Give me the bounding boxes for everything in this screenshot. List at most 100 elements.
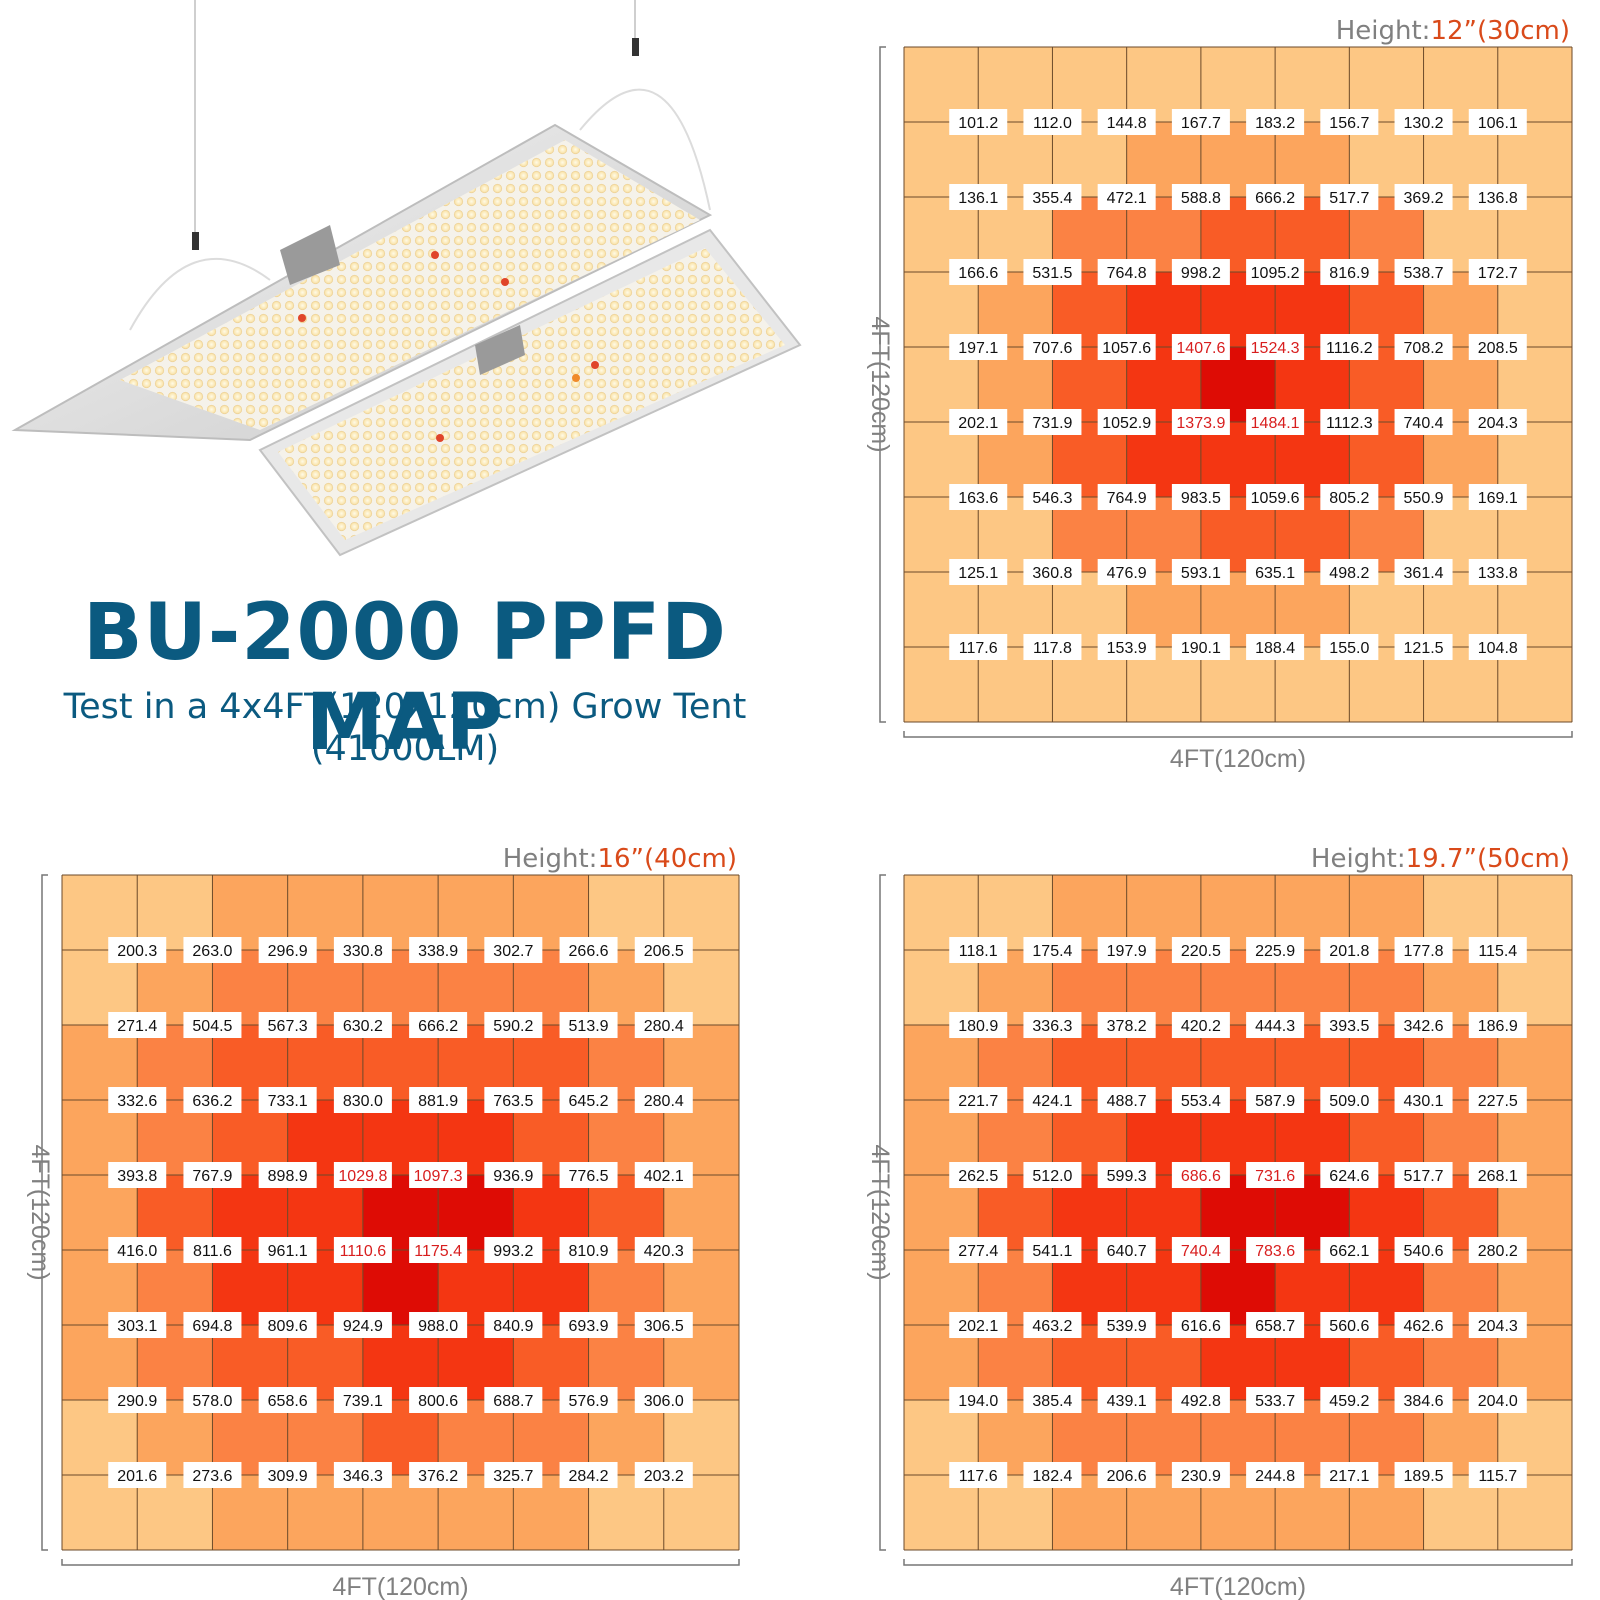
value-label-bg: [559, 1087, 618, 1113]
value-label-bg: [1468, 1087, 1527, 1113]
ppfd-value: 693.9: [569, 1318, 609, 1335]
ppfd-value: 172.7: [1478, 265, 1518, 282]
ppfd-value: 117.6: [959, 1468, 998, 1485]
value-label-bg: [484, 1237, 543, 1263]
value-label-bg: [1394, 1237, 1453, 1263]
ppfd-value: 492.8: [1181, 1393, 1221, 1410]
subtitle-line-2: (41000LM): [310, 729, 500, 769]
ppfd-value: 430.1: [1404, 1093, 1444, 1110]
value-label-bg: [333, 937, 392, 963]
value-label-bg: [1097, 1087, 1156, 1113]
ppfd-value: 658.6: [268, 1393, 308, 1410]
value-label-bg: [1320, 409, 1379, 435]
ppfd-value: 342.6: [1404, 1018, 1444, 1035]
ppfd-value: 273.6: [192, 1468, 232, 1485]
ppfd-value: 740.4: [1404, 415, 1444, 432]
value-label-bg: [1023, 937, 1082, 963]
value-label-bg: [108, 1462, 167, 1488]
value-label-bg: [484, 937, 543, 963]
value-label-bg: [634, 1312, 693, 1338]
value-label-bg: [409, 1462, 468, 1488]
value-label-bg: [1171, 1387, 1230, 1413]
ppfd-value: 504.5: [192, 1018, 232, 1035]
ppfd-value: 1112.3: [1326, 415, 1373, 432]
ppfd-value: 662.1: [1329, 1243, 1369, 1260]
ppfd-value: 694.8: [192, 1318, 232, 1335]
ppfd-value: 707.6: [1032, 340, 1072, 357]
ppfd-value: 630.2: [343, 1018, 383, 1035]
value-label-bg: [1246, 1237, 1305, 1263]
ppfd-value: 539.9: [1107, 1318, 1147, 1335]
ppfd-value: 156.7: [1329, 115, 1369, 132]
ppfd-value: 112.0: [1033, 115, 1072, 132]
y-axis-label: 4FT(120cm): [26, 1144, 54, 1280]
value-label-bg: [258, 1387, 317, 1413]
ppfd-value: 767.9: [192, 1168, 232, 1185]
value-label-bg: [1394, 1462, 1453, 1488]
value-label-bg: [1468, 1012, 1527, 1038]
ppfd-value: 217.1: [1329, 1468, 1369, 1485]
ppfd-value: 809.6: [268, 1318, 308, 1335]
value-label-bg: [1394, 1162, 1453, 1188]
value-label-bg: [1394, 184, 1453, 210]
value-label-bg: [1394, 1312, 1453, 1338]
value-label-bg: [1171, 259, 1230, 285]
value-label-bg: [634, 1237, 693, 1263]
value-label-bg: [1320, 109, 1379, 135]
ppfd-value: 645.2: [569, 1093, 609, 1110]
ppfd-value: 101.2: [958, 115, 998, 132]
ppfd-value: 811.6: [193, 1243, 232, 1260]
height-prefix: Height:: [1311, 844, 1406, 874]
ppfd-value: 599.3: [1107, 1168, 1147, 1185]
ppfd-value: 177.8: [1404, 943, 1444, 960]
value-label-bg: [559, 1312, 618, 1338]
ppfd-value: 201.8: [1329, 943, 1369, 960]
value-label-bg: [949, 937, 1008, 963]
ppfd-value: 197.1: [958, 340, 998, 357]
ppfd-value: 268.1: [1478, 1168, 1518, 1185]
ppfd-value: 553.4: [1181, 1093, 1221, 1110]
value-label-bg: [1246, 109, 1305, 135]
ppfd-value: 384.6: [1404, 1393, 1444, 1410]
value-label-bg: [183, 1162, 242, 1188]
value-label-bg: [1023, 1387, 1082, 1413]
ppfd-value: 936.9: [493, 1168, 533, 1185]
ppfd-value: 180.9: [958, 1018, 998, 1035]
value-label-bg: [1023, 1237, 1082, 1263]
value-label-bg: [1246, 484, 1305, 510]
value-label-bg: [1320, 1162, 1379, 1188]
value-label-bg: [559, 1237, 618, 1263]
ppfd-value: 424.1: [1032, 1093, 1072, 1110]
value-label-bg: [409, 1387, 468, 1413]
value-label-bg: [1097, 937, 1156, 963]
value-label-bg: [1320, 1237, 1379, 1263]
value-label-bg: [1171, 1462, 1230, 1488]
value-label-bg: [1023, 1087, 1082, 1113]
ppfd-value: 740.4: [1181, 1243, 1221, 1260]
ppfd-value: 104.8: [1478, 640, 1518, 657]
ppfd-value: 686.6: [1181, 1168, 1221, 1185]
x-axis-label: 4FT(120cm): [332, 1573, 468, 1600]
value-label-bg: [1468, 109, 1527, 135]
value-label-bg: [1097, 334, 1156, 360]
value-label-bg: [1246, 1087, 1305, 1113]
value-label-bg: [1023, 634, 1082, 660]
ppfd-value: 463.2: [1032, 1318, 1072, 1335]
ppfd-value: 517.7: [1404, 1168, 1444, 1185]
value-label-bg: [949, 1312, 1008, 1338]
ppfd-value: 731.6: [1255, 1168, 1295, 1185]
value-label-bg: [484, 1312, 543, 1338]
x-axis-label: 4FT(120cm): [1170, 1573, 1306, 1600]
value-label-bg: [1246, 259, 1305, 285]
ppfd-value: 998.2: [1181, 265, 1221, 282]
ppfd-value: 244.8: [1255, 1468, 1295, 1485]
ppfd-value: 616.6: [1181, 1318, 1221, 1335]
value-label-bg: [949, 409, 1008, 435]
ppfd-value: 993.2: [493, 1243, 533, 1260]
value-label-bg: [634, 1087, 693, 1113]
value-label-bg: [333, 1312, 392, 1338]
value-label-bg: [1171, 559, 1230, 585]
ppfd-value: 420.3: [644, 1243, 684, 1260]
ppfd-value: 117.8: [1033, 640, 1072, 657]
value-label-bg: [1171, 1312, 1230, 1338]
